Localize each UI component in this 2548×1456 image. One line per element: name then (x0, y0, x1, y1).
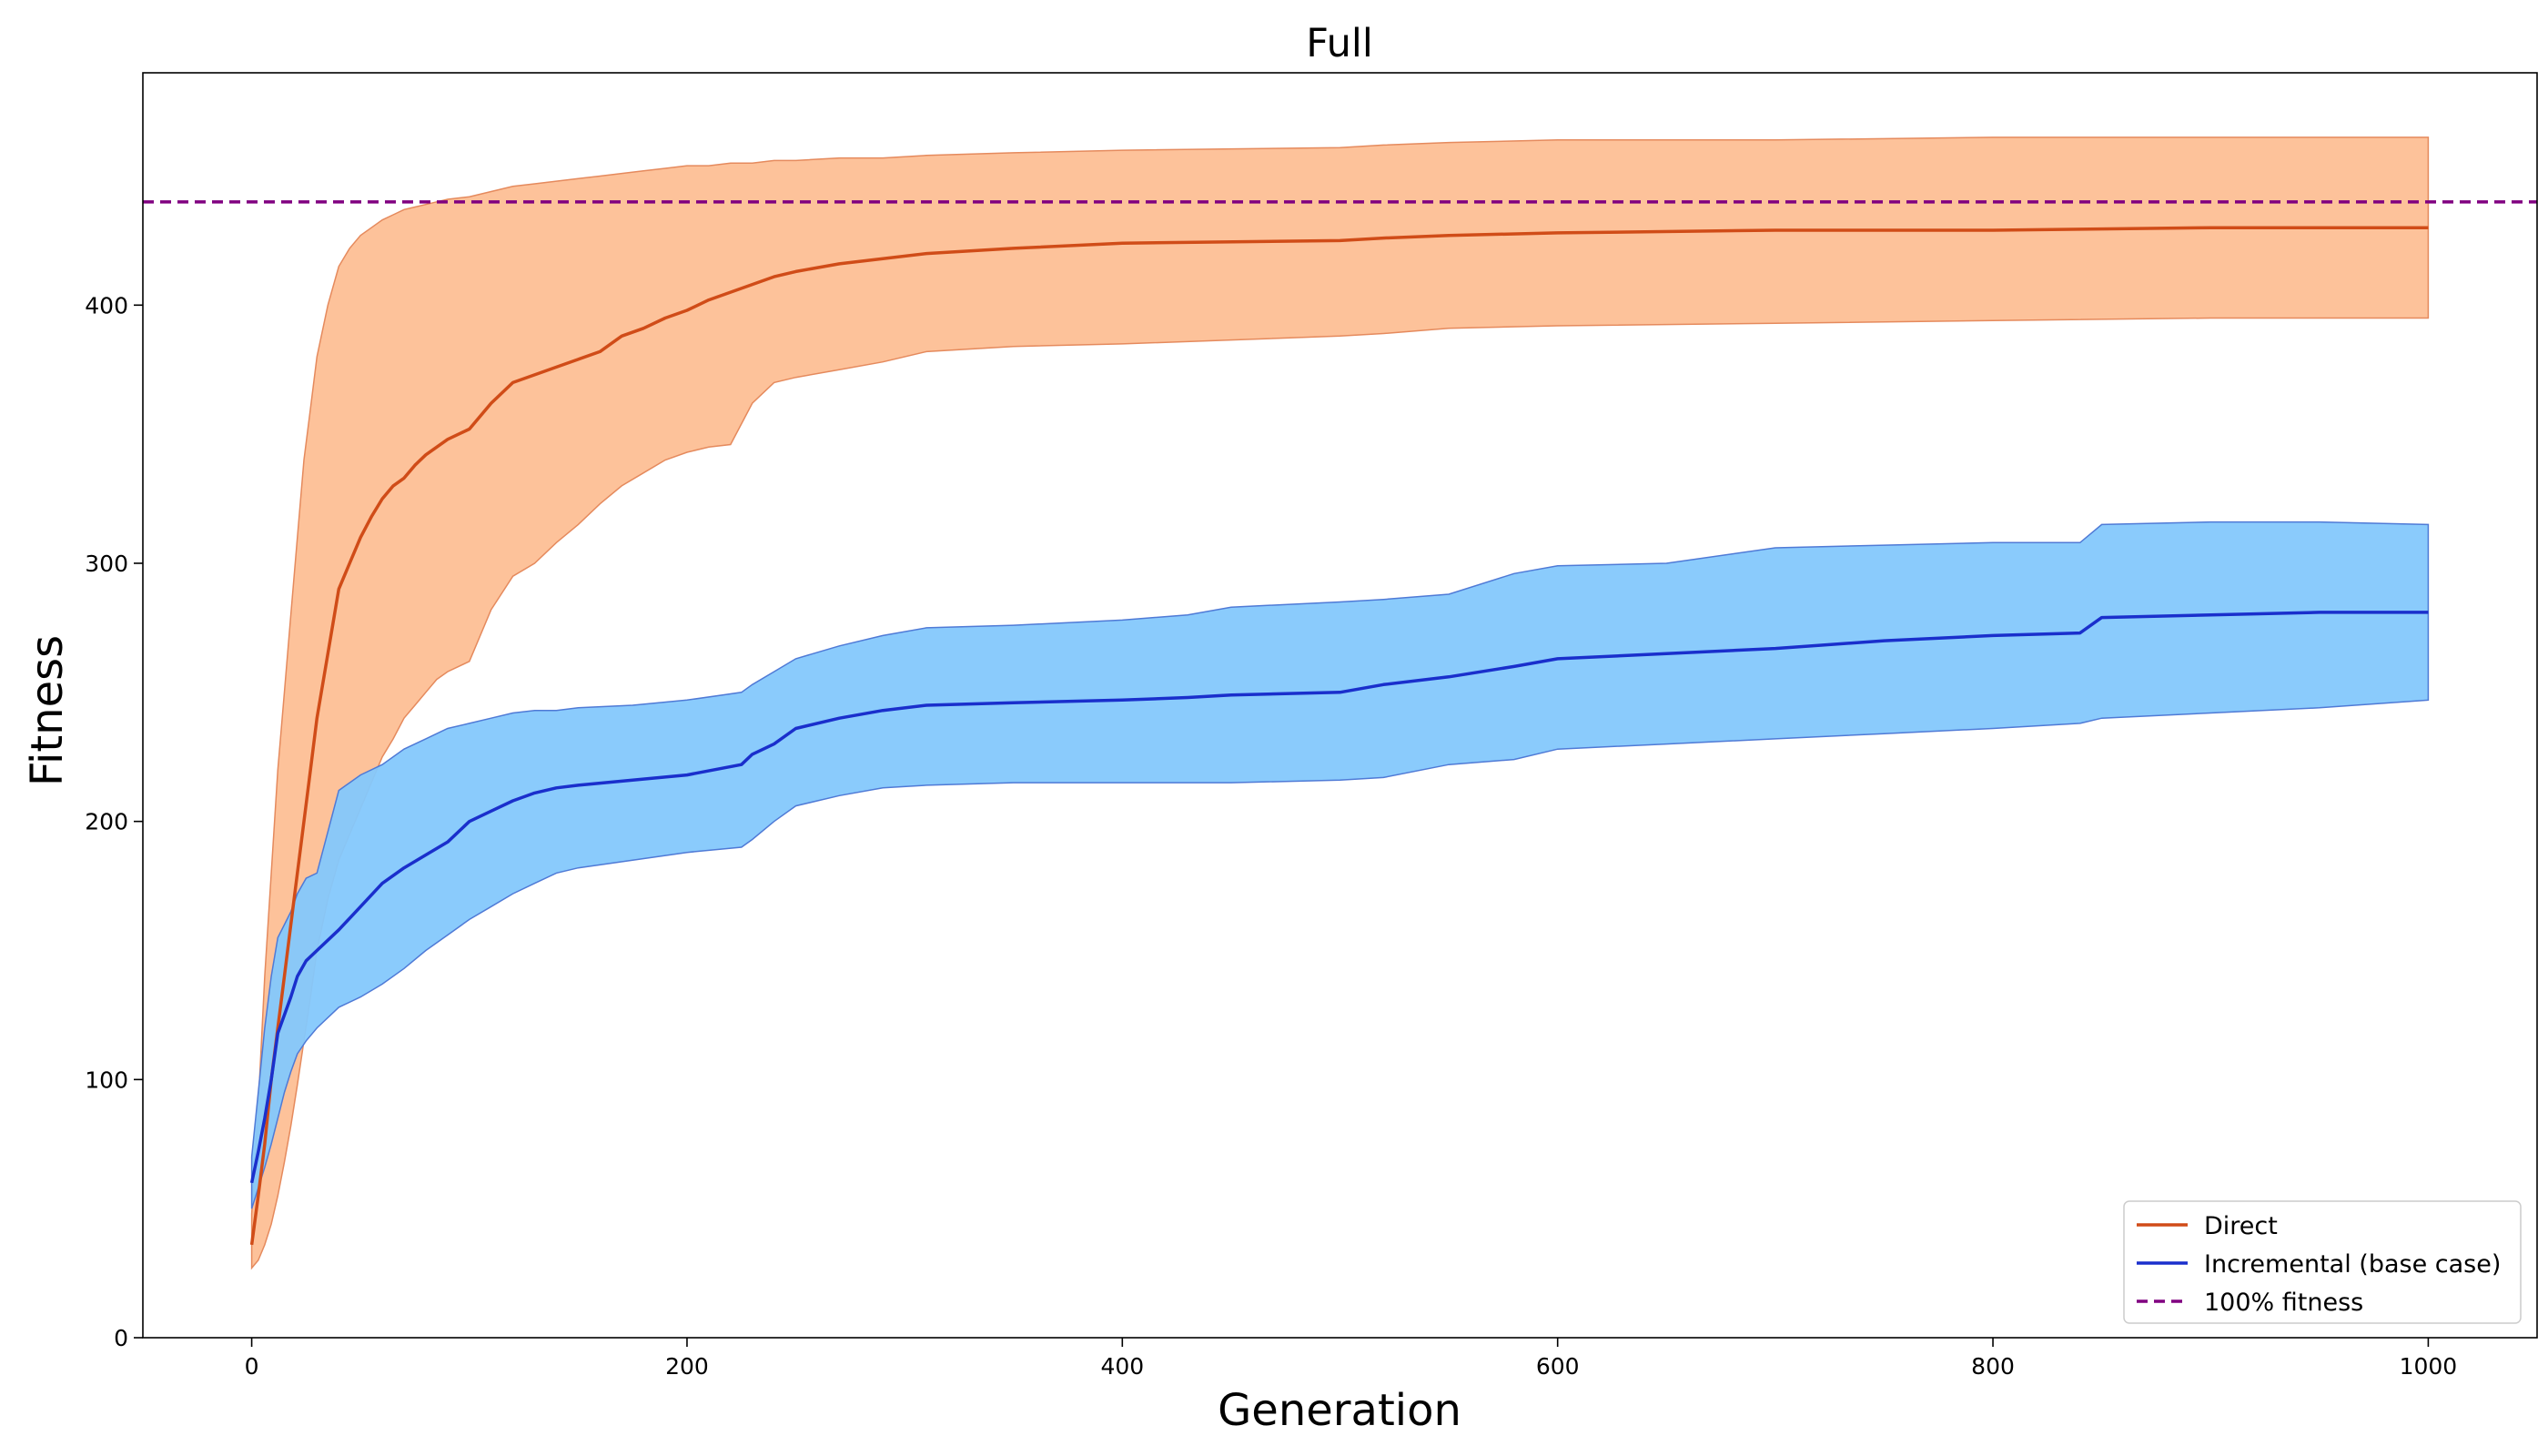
x-tick-label: 0 (245, 1353, 259, 1380)
x-tick-label: 800 (1971, 1353, 2015, 1380)
y-axis-ticks: 0 100 200 300 400 (85, 292, 143, 1351)
y-tick-label: 400 (85, 292, 128, 318)
x-tick-label: 200 (665, 1353, 709, 1380)
legend: Direct Incremental (base case) 100% fitn… (2123, 1200, 2522, 1324)
y-axis-title: Fitness (22, 635, 73, 786)
series-lines (249, 226, 2429, 1246)
y-tick-label: 300 (85, 551, 128, 577)
confidence-bands (250, 136, 2430, 1270)
legend-label-direct: Direct (2204, 1212, 2278, 1240)
y-tick-label: 200 (85, 809, 128, 835)
y-tick-label: 100 (85, 1067, 128, 1093)
y-tick-label: 0 (114, 1325, 128, 1351)
plot-frame (142, 72, 2538, 1339)
line-incremental (249, 611, 2429, 1184)
x-tick-label: 1000 (2400, 1353, 2458, 1380)
x-axis-title: Generation (1218, 1385, 1461, 1436)
legend-box (2123, 1200, 2522, 1324)
chart-title: Full (1306, 21, 1373, 66)
legend-label-incremental: Incremental (base case) (2204, 1250, 2501, 1279)
band-incremental (250, 521, 2430, 1209)
band-direct (250, 136, 2430, 1270)
line-direct (249, 226, 2429, 1246)
x-axis-ticks: 0 200 400 600 800 1000 (245, 1338, 2458, 1380)
x-tick-label: 600 (1536, 1353, 1580, 1380)
x-tick-label: 400 (1100, 1353, 1144, 1380)
legend-label-reference: 100% fitness (2204, 1289, 2363, 1317)
